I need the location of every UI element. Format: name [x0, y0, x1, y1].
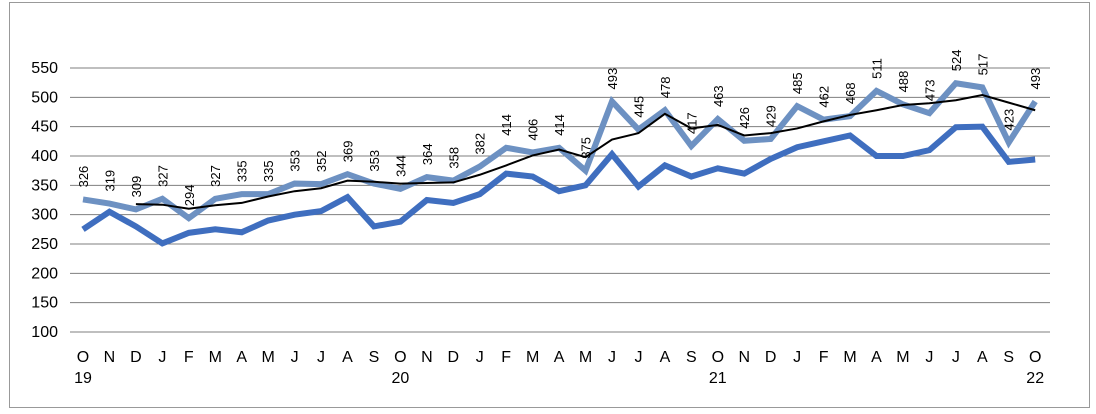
- y-tick-label: 300: [31, 207, 58, 224]
- x-year-label: 20: [392, 370, 410, 387]
- y-tick-label: 100: [31, 324, 58, 341]
- x-tick-label: F: [819, 349, 829, 366]
- y-tick-label: 550: [31, 60, 58, 77]
- x-tick-label: J: [291, 349, 299, 366]
- y-tick-label: 500: [31, 89, 58, 106]
- data-label: 353: [288, 150, 303, 172]
- x-tick-label: J: [793, 349, 801, 366]
- x-tick-label: F: [184, 349, 194, 366]
- x-tick-label: D: [765, 349, 777, 366]
- data-label: 493: [1028, 68, 1043, 90]
- data-label: 488: [896, 71, 911, 93]
- x-tick-label: S: [1003, 349, 1014, 366]
- x-tick-label: J: [925, 349, 933, 366]
- data-label: 511: [870, 58, 885, 79]
- x-tick-label: A: [660, 349, 671, 366]
- x-tick-label: F: [501, 349, 511, 366]
- x-tick-label: O: [712, 349, 724, 366]
- data-label: 517: [975, 54, 990, 76]
- x-tick-label: S: [369, 349, 380, 366]
- x-tick-label: M: [261, 349, 274, 366]
- x-tick-label: M: [896, 349, 909, 366]
- data-label: 358: [446, 147, 461, 169]
- data-label: 463: [711, 85, 726, 107]
- data-label: 319: [102, 170, 117, 192]
- y-tick-label: 400: [31, 148, 58, 165]
- data-label: 327: [208, 165, 223, 187]
- data-label: 364: [420, 143, 435, 165]
- data-label: 309: [129, 176, 144, 198]
- data-label: 326: [76, 166, 91, 188]
- data-label: 524: [949, 50, 964, 72]
- x-tick-label: M: [526, 349, 539, 366]
- series-line-light: [82, 80, 1038, 222]
- x-tick-label: M: [843, 349, 856, 366]
- x-axis-ticks: O N D J F M A M J J A S O N D J F M A M J J A S O N D J F M A M J J A S O19 2…: [74, 349, 1044, 387]
- x-tick-label: J: [317, 349, 325, 366]
- data-label: 468: [843, 82, 858, 104]
- y-tick-label: 250: [31, 236, 58, 253]
- x-tick-label: N: [738, 349, 750, 366]
- data-label: 462: [817, 86, 832, 108]
- data-label: 335: [235, 160, 250, 182]
- data-label: 414: [499, 114, 514, 136]
- y-tick-label: 150: [31, 295, 58, 312]
- data-label: 423: [1002, 109, 1017, 131]
- x-tick-label: A: [554, 349, 565, 366]
- data-label: 417: [684, 112, 699, 134]
- x-tick-label: N: [421, 349, 433, 366]
- x-tick-label: D: [130, 349, 142, 366]
- x-tick-label: J: [158, 349, 166, 366]
- y-tick-label: 200: [31, 265, 58, 282]
- data-label: 382: [473, 133, 488, 155]
- data-label: 493: [605, 68, 620, 90]
- data-label: 426: [737, 107, 752, 129]
- x-tick-label: J: [952, 349, 960, 366]
- data-label: 473: [922, 79, 937, 101]
- data-label: 485: [790, 72, 805, 94]
- x-tick-label: J: [634, 349, 642, 366]
- x-tick-label: A: [342, 349, 353, 366]
- data-label: 369: [340, 140, 355, 162]
- data-label: 352: [314, 150, 329, 172]
- data-label: 327: [155, 165, 170, 187]
- x-tick-label: O: [77, 349, 89, 366]
- data-label: 353: [367, 150, 382, 172]
- data-label: 344: [393, 155, 408, 177]
- x-tick-label: O: [394, 349, 406, 366]
- x-tick-label: M: [209, 349, 222, 366]
- data-label: 478: [658, 77, 673, 99]
- x-tick-label: S: [686, 349, 697, 366]
- y-axis-ticks: 100 150 200 250 300 350 400 450 500 550: [31, 60, 58, 341]
- data-label: 294: [182, 184, 197, 206]
- x-tick-label: N: [104, 349, 116, 366]
- x-tick-label: J: [476, 349, 484, 366]
- series-line-dark: [81, 123, 1036, 247]
- data-label: 375: [579, 137, 594, 159]
- data-label: 406: [526, 119, 541, 141]
- data-label: 429: [764, 105, 779, 127]
- series-line-trend: [135, 93, 1036, 210]
- x-tick-label: A: [871, 349, 882, 366]
- x-tick-label: A: [977, 349, 988, 366]
- chart-frame: [9, 2, 1090, 408]
- x-tick-label: M: [579, 349, 592, 366]
- x-tick-label: J: [608, 349, 616, 366]
- x-tick-label: D: [448, 349, 460, 366]
- data-label: 335: [261, 160, 276, 182]
- x-tick-label: O: [1029, 349, 1041, 366]
- data-label: 445: [631, 96, 646, 118]
- x-tick-label: A: [236, 349, 247, 366]
- y-tick-label: 450: [31, 119, 58, 136]
- data-label: 414: [552, 114, 567, 136]
- x-year-label: 21: [709, 370, 727, 387]
- x-year-label: 19: [74, 370, 92, 387]
- x-year-label: 22: [1026, 370, 1044, 387]
- data-labels: 326 319 309 327 294 327 335 335 353 352 369 353 344 3…: [76, 50, 1043, 207]
- series-lines: [81, 80, 1038, 247]
- y-tick-label: 350: [31, 177, 58, 194]
